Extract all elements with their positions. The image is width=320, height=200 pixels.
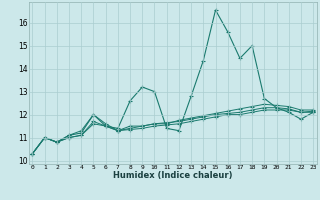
X-axis label: Humidex (Indice chaleur): Humidex (Indice chaleur) xyxy=(113,171,233,180)
